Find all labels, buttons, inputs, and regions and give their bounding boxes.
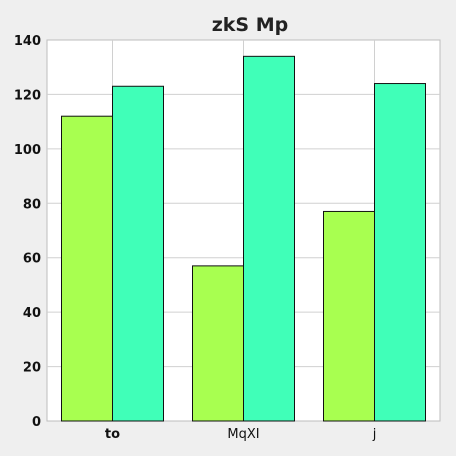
bar-j-series-2[interactable] bbox=[374, 83, 426, 422]
bar-MqXI-series-2[interactable] bbox=[243, 55, 295, 422]
y-tick-label: 20 bbox=[23, 361, 41, 376]
bar-MqXI-series-1[interactable] bbox=[192, 265, 244, 422]
bars-group bbox=[61, 55, 426, 422]
y-tick-label: 40 bbox=[23, 306, 41, 321]
y-tick-label: 140 bbox=[14, 34, 41, 49]
y-tick-label: 0 bbox=[32, 415, 41, 430]
bar-to-series-2[interactable] bbox=[112, 85, 164, 422]
bar-j-series-1[interactable] bbox=[323, 210, 375, 422]
x-tick-label: MqXI bbox=[227, 427, 259, 442]
x-tick-label: to bbox=[105, 427, 120, 442]
bar-to-series-1[interactable] bbox=[61, 115, 113, 422]
y-tick-label: 80 bbox=[23, 197, 41, 212]
chart-title: zkS Mp bbox=[212, 14, 289, 36]
y-tick-label: 120 bbox=[14, 88, 41, 103]
y-tick-label: 60 bbox=[23, 252, 41, 267]
x-tick-label: j bbox=[372, 427, 377, 442]
x-axis: to MqXI j bbox=[105, 427, 376, 442]
y-axis: 0 20 40 60 80 100 120 140 bbox=[14, 34, 41, 430]
y-tick-label: 100 bbox=[14, 143, 41, 158]
